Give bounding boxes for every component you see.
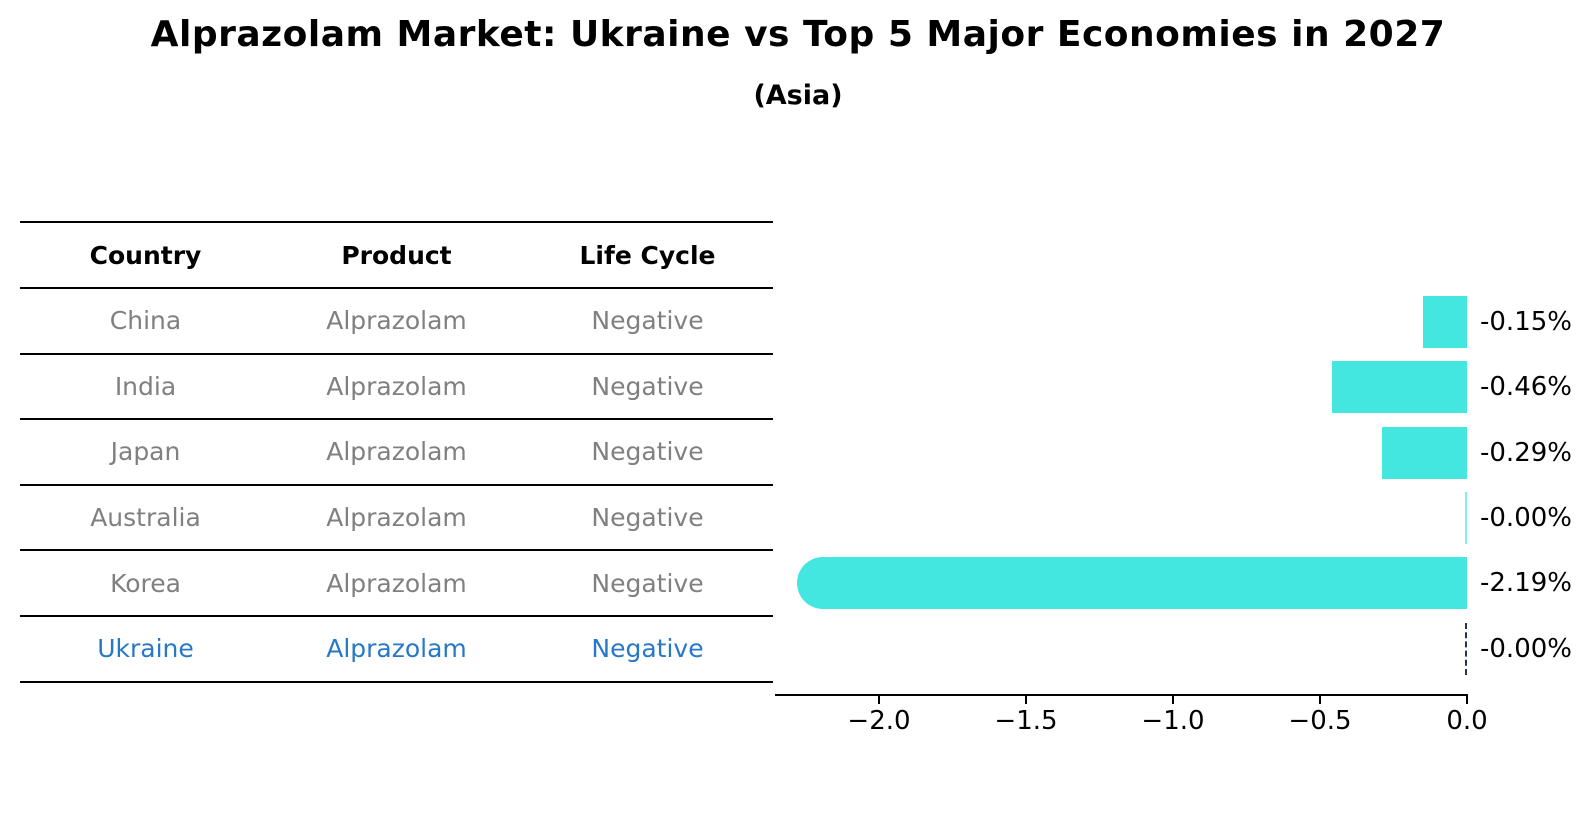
lifecycle-cell: Negative: [591, 371, 704, 401]
x-axis-tick-label: −1.5: [994, 706, 1058, 736]
bar-ukraine-zero-dashed: [1465, 622, 1467, 675]
bar-india: [1331, 361, 1467, 414]
bar-value-label-japan: -0.29%: [1480, 437, 1572, 468]
column-header-lifecycle: Life Cycle: [579, 240, 716, 270]
product-cell: Alprazolam: [326, 371, 467, 401]
bar-value-label-korea: -2.19%: [1480, 568, 1572, 599]
chart-title: Alprazolam Market: Ukraine vs Top 5 Majo…: [150, 14, 1446, 55]
lifecycle-cell: Negative: [591, 503, 704, 533]
country-cell: China: [109, 306, 182, 336]
x-axis-tick: [1319, 696, 1321, 704]
table-row-japan: Japan Alprazolam Negative: [20, 420, 773, 486]
bar-japan: [1381, 426, 1467, 479]
table-row-china: China Alprazolam Negative: [20, 289, 773, 355]
bar-value-label-china: -0.15%: [1480, 307, 1572, 337]
bar-value-label-australia: -0.00%: [1480, 503, 1572, 534]
x-axis-tick: [1172, 696, 1174, 704]
table-row-australia: Australia Alprazolam Negative: [20, 486, 773, 552]
product-cell: Alprazolam: [326, 306, 467, 336]
column-header-country: Country: [89, 240, 202, 270]
bar-value-label-ukraine: -0.00%: [1480, 633, 1572, 664]
table-header-row: Country Product Life Cycle: [20, 223, 773, 289]
lifecycle-cell: Negative: [591, 306, 704, 336]
table-row-india: India Alprazolam Negative: [20, 355, 773, 421]
lifecycle-cell: Negative: [591, 568, 704, 598]
x-axis-tick-label: −0.5: [1288, 706, 1352, 736]
x-axis-tick: [1466, 696, 1468, 704]
bar-china: [1422, 296, 1467, 348]
lifecycle-cell: Negative: [591, 634, 704, 664]
product-cell: Alprazolam: [326, 503, 467, 533]
bar-value-label-india: -0.46%: [1480, 372, 1572, 403]
product-cell: Alprazolam: [326, 634, 467, 664]
x-axis-tick: [878, 696, 880, 704]
chart-subtitle: (Asia): [753, 80, 843, 111]
x-axis-tick-label: 0.0: [1446, 706, 1488, 736]
bar-australia: [1465, 492, 1467, 545]
country-cell: Japan: [110, 437, 181, 467]
country-cell: Australia: [90, 503, 201, 533]
table-row-ukraine: Ukraine Alprazolam Negative: [20, 617, 773, 683]
lifecycle-cell: Negative: [591, 437, 704, 467]
country-cell: India: [114, 371, 177, 401]
country-cell: Korea: [110, 568, 181, 598]
bar-korea: [797, 557, 1467, 610]
x-axis-tick-label: −1.0: [1141, 706, 1205, 736]
product-cell: Alprazolam: [326, 568, 467, 598]
x-axis-tick-label: −2.0: [847, 706, 911, 736]
x-axis-tick: [1025, 696, 1027, 704]
product-cell: Alprazolam: [326, 437, 467, 467]
x-axis-line: [775, 694, 1468, 696]
country-cell: Ukraine: [97, 634, 194, 664]
country-table: Country Product Life Cycle China Alprazol…: [20, 221, 773, 683]
column-header-product: Product: [341, 240, 452, 270]
table-row-korea: Korea Alprazolam Negative: [20, 551, 773, 617]
